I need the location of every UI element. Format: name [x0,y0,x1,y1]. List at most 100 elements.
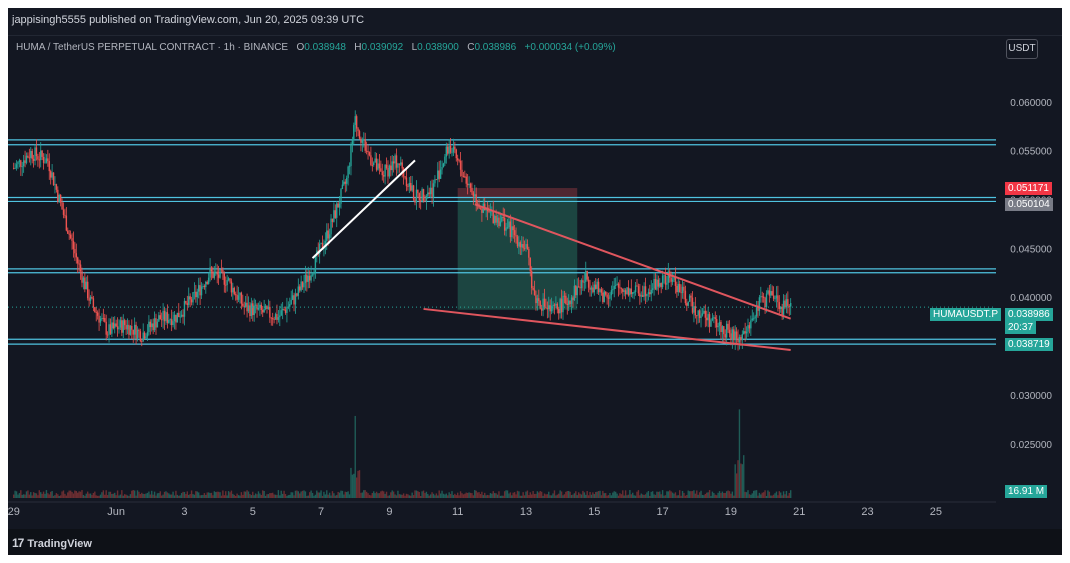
volume-bar [482,495,485,498]
candle-body [489,211,492,213]
volume-bar [71,491,73,498]
volume-bar [337,491,339,498]
candle-body [227,278,230,281]
candle-body [173,314,176,322]
volume-bar [780,492,782,498]
symbol-title[interactable]: HUMA / TetherUS PERPETUAL CONTRACT · 1h … [16,42,289,53]
volume-bar [281,493,284,498]
candle-body [79,264,82,272]
position-profit-zone [457,198,578,310]
volume-bar [27,490,29,498]
candle-body [670,277,672,282]
volume-bar [237,495,240,498]
candle-body [522,244,524,249]
candle-body [380,168,382,172]
candle-body [754,316,756,319]
currency-button[interactable]: USDT [1006,39,1038,59]
candle-body [203,285,206,288]
volume-bar [45,490,48,498]
volume-bar [297,491,300,498]
volume-bar [687,490,689,498]
volume-bar [575,491,577,498]
volume-bar [508,493,510,498]
volume-bar [774,493,776,498]
volume-bar [734,464,736,498]
volume-tag: 16.91 M [1005,485,1048,498]
volume-bar [669,490,671,498]
candle-body [21,166,23,168]
volume-bar [619,493,621,498]
volume-bar [104,494,106,498]
price-chart[interactable]: 0.0600000.0550000.0500000.0450000.040000… [8,8,1062,555]
candle-body [441,167,443,170]
candle-body [428,192,430,195]
volume-bar [94,491,96,498]
volume-bar [12,494,15,498]
volume-bar [24,494,26,498]
volume-bar [454,493,456,498]
candle-body [543,298,546,308]
volume-bar [758,492,761,498]
volume-bar [219,492,221,498]
volume-bar [176,494,179,498]
candle-body [573,285,576,301]
candle-body [684,290,687,304]
volume-bar [365,491,368,498]
y-tick-label: 0.060000 [1010,98,1052,109]
candle-body [760,296,762,298]
volume-bar [484,492,486,498]
candle-body [381,171,383,176]
candle-body [106,334,109,336]
candle-body [306,274,308,282]
candle-body [155,318,157,328]
volume-bar [478,492,480,498]
candle-body [659,283,661,287]
candle-body [503,217,506,231]
volume-bar [461,493,463,498]
candle-body [220,269,223,271]
candle-body [378,163,381,169]
volume-bar [610,495,613,498]
candle-body [345,177,348,184]
volume-bar [550,495,553,498]
volume-bar [232,493,234,498]
volume-bar [683,492,685,498]
volume-bar [196,491,198,498]
y-tick-label: 0.030000 [1010,391,1052,402]
volume-bar [479,494,482,498]
candle-body [307,275,309,282]
volume-bar [518,491,520,498]
volume-bar [747,490,749,498]
candle-body [688,295,691,302]
last-price-tag: 0.038986 [1005,308,1053,321]
candle-body [133,324,136,335]
volume-bar [367,493,369,498]
candle-body [165,312,167,322]
volume-bar [688,491,691,498]
volume-bar [788,492,790,498]
candle-body [437,170,439,180]
candle-body [230,281,233,293]
candle-body [449,145,452,153]
candle-body [556,303,559,310]
chart-frame: 0.0600000.0550000.0500000.0450000.040000… [8,8,1062,555]
candle-body [94,307,96,313]
volume-bar [308,492,311,498]
candle-body [57,189,59,202]
volume-bar [785,490,788,498]
candle-body [427,192,429,196]
candle-body [607,297,610,299]
candle-body [714,317,716,320]
volume-bar [737,460,739,498]
volume-bar [607,495,610,498]
tradingview-logo[interactable]: 17 TradingView [12,536,92,550]
candle-body [782,300,785,315]
volume-bar [713,492,715,498]
candle-body [343,181,345,185]
volume-bar [112,493,115,498]
volume-bar [462,494,465,498]
candle-body [604,291,607,295]
volume-bar [338,492,341,498]
volume-bar [634,495,637,498]
candle-body [418,193,420,201]
